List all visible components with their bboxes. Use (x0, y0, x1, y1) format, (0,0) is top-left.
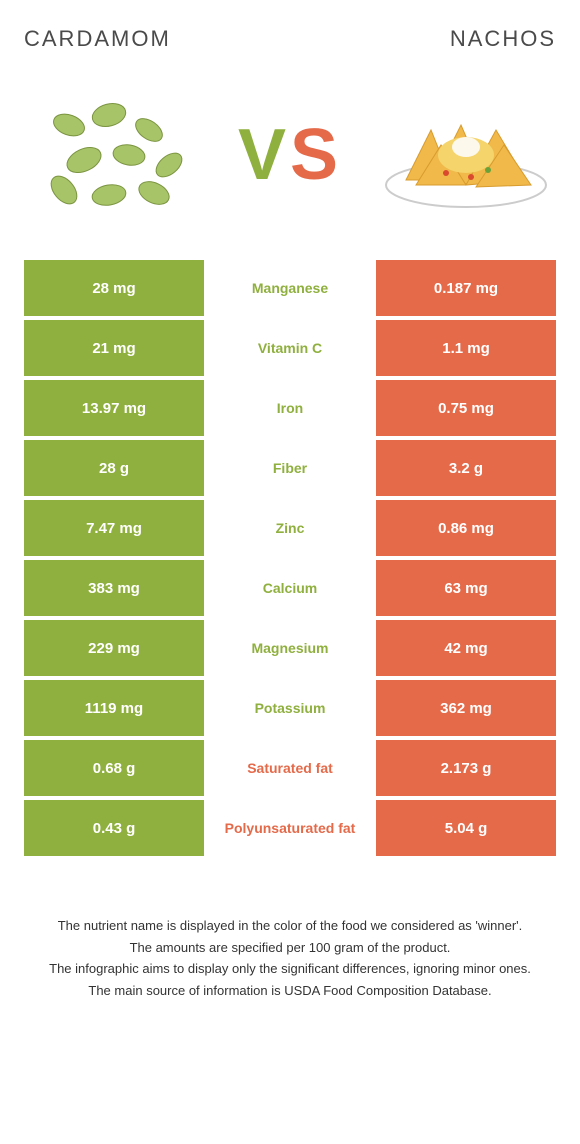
table-row: 0.68 gSaturated fat2.173 g (24, 740, 556, 796)
cell-left-value: 229 mg (24, 620, 204, 676)
cell-right-value: 0.86 mg (376, 500, 556, 556)
cell-left-value: 21 mg (24, 320, 204, 376)
table-row: 0.43 gPolyunsaturated fat5.04 g (24, 800, 556, 856)
nachos-image (376, 80, 556, 230)
nutrient-label: Polyunsaturated fat (204, 800, 376, 856)
nutrient-label: Manganese (204, 260, 376, 316)
vs-label: VS (238, 114, 342, 196)
vs-v: V (238, 115, 290, 195)
food-right-title: Nachos (450, 26, 556, 52)
cell-left-value: 1119 mg (24, 680, 204, 736)
cell-left-value: 13.97 mg (24, 380, 204, 436)
cell-right-value: 0.75 mg (376, 380, 556, 436)
nutrient-label: Calcium (204, 560, 376, 616)
cell-right-value: 0.187 mg (376, 260, 556, 316)
vs-s: S (290, 115, 342, 195)
table-row: 21 mgVitamin C1.1 mg (24, 320, 556, 376)
food-left-title: Cardamom (24, 26, 171, 52)
footer-line-3: The infographic aims to display only the… (36, 959, 544, 979)
cell-right-value: 3.2 g (376, 440, 556, 496)
table-row: 383 mgCalcium63 mg (24, 560, 556, 616)
footer-line-1: The nutrient name is displayed in the co… (36, 916, 544, 936)
table-row: 13.97 mgIron0.75 mg (24, 380, 556, 436)
nutrient-label: Magnesium (204, 620, 376, 676)
nutrient-label: Fiber (204, 440, 376, 496)
table-row: 1119 mgPotassium362 mg (24, 680, 556, 736)
cell-left-value: 383 mg (24, 560, 204, 616)
footer-line-4: The main source of information is USDA F… (36, 981, 544, 1001)
table-row: 28 gFiber3.2 g (24, 440, 556, 496)
cell-right-value: 5.04 g (376, 800, 556, 856)
header-row: Cardamom Nachos (24, 20, 556, 62)
cell-right-value: 63 mg (376, 560, 556, 616)
footer-notes: The nutrient name is displayed in the co… (24, 916, 556, 1000)
cell-right-value: 2.173 g (376, 740, 556, 796)
nutrient-table: 28 mgManganese0.187 mg21 mgVitamin C1.1 … (24, 260, 556, 856)
cardamom-image (24, 80, 204, 230)
nutrient-label: Vitamin C (204, 320, 376, 376)
cell-left-value: 0.43 g (24, 800, 204, 856)
nutrient-label: Iron (204, 380, 376, 436)
nutrient-label: Potassium (204, 680, 376, 736)
cell-left-value: 28 g (24, 440, 204, 496)
images-row: VS (24, 70, 556, 240)
table-row: 28 mgManganese0.187 mg (24, 260, 556, 316)
table-row: 229 mgMagnesium42 mg (24, 620, 556, 676)
nutrient-label: Zinc (204, 500, 376, 556)
cell-right-value: 1.1 mg (376, 320, 556, 376)
table-row: 7.47 mgZinc0.86 mg (24, 500, 556, 556)
footer-line-2: The amounts are specified per 100 gram o… (36, 938, 544, 958)
nutrient-label: Saturated fat (204, 740, 376, 796)
cell-left-value: 28 mg (24, 260, 204, 316)
cell-left-value: 7.47 mg (24, 500, 204, 556)
cell-right-value: 362 mg (376, 680, 556, 736)
cell-right-value: 42 mg (376, 620, 556, 676)
cell-left-value: 0.68 g (24, 740, 204, 796)
